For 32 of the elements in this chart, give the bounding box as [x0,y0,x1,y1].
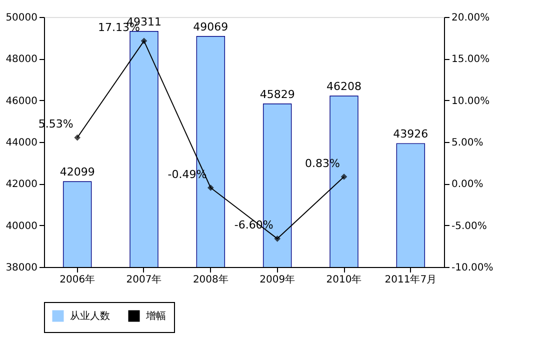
y2-tick-label: 0.00% [452,179,484,190]
y2-tick-label: 15.00% [452,54,490,66]
point [208,184,214,191]
point [140,38,148,44]
y2-tick-label: 20.00% [452,12,490,24]
x-tick-label: 2008年 [192,274,228,286]
x-tick-label: 2007年 [126,274,162,286]
data-label: 46208 [326,80,362,93]
x-tick-label: 2009年 [260,274,296,286]
y2-tick-label: -5.00% [452,220,487,232]
x-tick-label: 2011年7月 [384,274,437,286]
x-tick-label: 2010年 [326,274,362,286]
data-label: 45829 [260,88,295,101]
data-label: 42099 [60,166,95,179]
point [274,236,280,242]
y-tick-label: 50000 [6,12,38,24]
data-label: 43926 [393,128,428,141]
data-label: 49069 [193,20,228,34]
y2-tick-label: -10.00% [452,262,494,274]
y-tick-label: 42000 [6,179,38,190]
y-tick-label: 38000 [6,262,38,274]
y2-tick-label: 10.00% [452,96,490,107]
y2-tick-label: 5.00% [452,138,484,148]
y-tick-label: 40000 [6,220,38,232]
legend-label: 增幅 [145,310,166,322]
x-tick-label: 2006年 [60,274,96,286]
y-tick-label: 44000 [6,138,38,148]
point [74,134,80,141]
y-tick-label: 46000 [6,96,38,107]
y-tick-label: 48000 [6,54,38,66]
point [340,174,348,180]
legend-label: 从业人数 [70,310,110,322]
